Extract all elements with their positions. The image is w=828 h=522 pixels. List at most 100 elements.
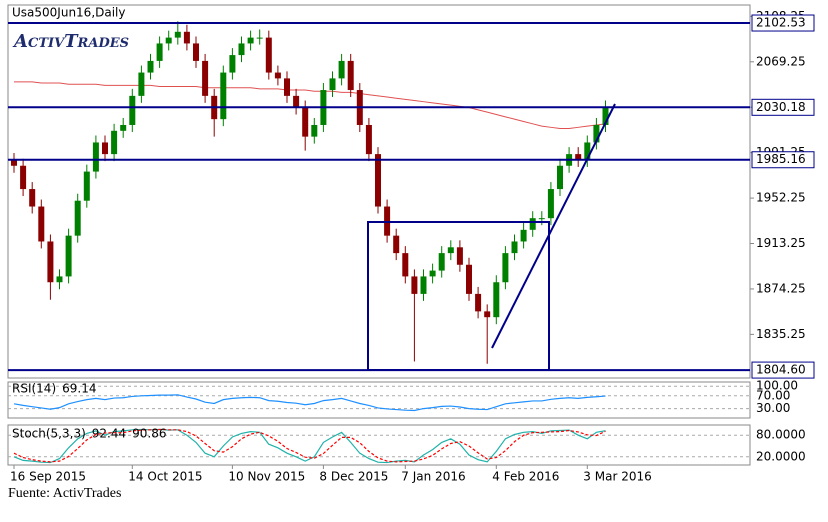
level-label-box [751,14,815,32]
candle-body [183,31,190,44]
candle-body [138,72,145,96]
candle-body [538,218,545,220]
y-tick-label: 100.00 [756,379,798,393]
level-label: 2102.53 [756,16,806,30]
candle-body [256,37,263,39]
candle-body [466,264,472,294]
candle-body [120,124,127,131]
x-tick-label: 7 Jan 2016 [401,470,465,484]
candle-body [11,159,17,166]
candle-body [420,276,427,294]
y-tick-label: 80.0000 [756,428,806,442]
candle-body [520,229,527,242]
candle-body [165,37,172,44]
y-tick-label: 1952.25 [756,191,806,205]
candle-body [293,95,300,108]
candle-body [438,253,445,271]
indicator-value: 90.86 [132,427,166,441]
candle-body [557,165,563,190]
candle-body [456,247,463,265]
candle-body [274,72,281,79]
candle-body [393,235,400,254]
candle-body [229,55,236,73]
indicator-line [13,428,606,464]
candle-body [56,276,63,283]
candle-body [147,60,154,73]
candle-body [575,154,582,160]
candle-body [511,241,518,254]
candle-body [347,60,354,91]
x-tick-label: 14 Oct 2015 [128,470,202,484]
chart-title: Usa500Jun16,Daily [12,6,126,20]
candle-body [284,78,290,96]
y-tick-label: 2069.25 [756,54,806,68]
x-tick-label: 3 Mar 2016 [583,470,651,484]
main-panel [7,4,751,379]
candle-body [92,142,99,172]
indicator-name: Stoch(5,3,3) [12,427,86,441]
candle-body [502,253,509,283]
candle-body [156,43,163,61]
candle-body [174,31,181,38]
candle-body [38,206,45,242]
x-tick-label: 4 Feb 2016 [492,470,559,484]
candle-body [602,107,609,125]
candle-body [202,60,209,96]
level-label: 2030.18 [756,100,806,114]
candle-body [129,95,136,125]
candle-body [429,270,436,277]
level-label: 1804.60 [756,363,806,377]
level-label-box [751,151,815,169]
y-tick-label: 70.00 [756,388,790,402]
y-tick-label: 1835.25 [756,327,806,341]
indicator-line [13,428,606,463]
candle-body [484,311,491,318]
rsi-panel [7,381,751,419]
stoch-panel [7,424,751,466]
y-tick-label: 1874.25 [756,281,806,295]
candle-body [102,142,108,155]
candle-body [302,107,309,137]
y-tick-label: 1913.25 [756,236,806,250]
level-label-box [751,361,815,379]
y-tick-label: 20.0000 [756,449,806,463]
candle-body [193,43,199,61]
y-tick-label: 30.00 [756,401,790,415]
candle-body [29,189,36,207]
candle-body [20,165,27,190]
level-label-box [751,98,815,116]
candle-body [111,130,118,155]
level-label: 1985.16 [756,152,806,166]
source: Fuente: ActivTrades [8,486,121,501]
candle-body [265,37,272,73]
candle-body [47,241,54,283]
candle-body [529,218,536,230]
x-tick-label: 8 Dec 2015 [319,470,388,484]
candle-body [402,253,409,277]
candle-body [365,124,372,155]
candle-body [475,293,482,312]
indicator-value: 69.14 [62,382,96,396]
candle-body [338,60,345,79]
logo: ActivTrades [12,31,129,52]
candle-body [584,142,591,160]
candle-body [220,72,227,120]
trend-line [491,103,616,349]
candle-body [65,235,72,277]
moving-average [14,81,606,129]
candle-body [447,247,454,254]
range-box [367,221,550,371]
candle-body [74,200,81,236]
indicator-line [13,394,606,412]
candle-body [329,78,336,91]
candle-body [238,43,245,56]
x-tick-label: 16 Sep 2015 [10,470,86,484]
candle-body [493,282,500,318]
indicator-value: 92.44 [92,427,126,441]
candle-body [375,154,381,207]
candle-body [593,124,600,143]
candle-body [247,37,254,44]
indicator-name: RSI(14) [12,382,56,396]
candle-body [311,124,318,137]
